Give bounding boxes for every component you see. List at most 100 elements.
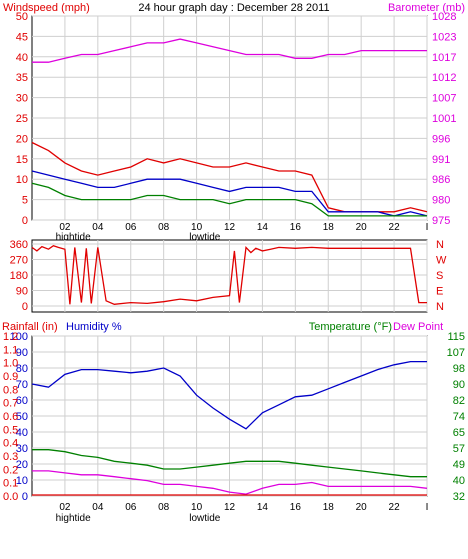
direction-degree-tick: 90 (16, 286, 28, 298)
temperature-line (32, 449, 427, 478)
windspeed-tick: 50 (16, 11, 28, 23)
wind-panel-series (31, 38, 428, 217)
windspeed-tick: 20 (16, 133, 28, 145)
humidity-tick: 90 (16, 347, 28, 359)
x-tick-label: I (426, 502, 429, 513)
direction-degree-tick: 0 (22, 301, 28, 313)
humidity-tick: 40 (16, 427, 28, 439)
x-tick-label: 06 (125, 502, 137, 513)
barometer-tick: 975 (432, 215, 450, 227)
barometer-tick: 991 (432, 154, 450, 166)
x-tick-label: 16 (290, 222, 302, 233)
humidity-tick: 80 (16, 363, 28, 375)
wind-panel-x-tick-labels: 02 04 06 08 10 12 14 16 18 20 22 I (59, 222, 428, 233)
x-tick-label: I (426, 222, 429, 233)
x-tick-label: 22 (389, 222, 401, 233)
x-tick-label: 10 (191, 502, 203, 513)
x-tick-label: 02 (59, 502, 71, 513)
climate-panel-x-tick-labels: 02 04 06 08 10 12 14 16 18 20 22 I (59, 502, 428, 513)
lowtide-label: lowtide (189, 232, 221, 243)
temperature-tick: 32 (453, 491, 465, 503)
windspeed-tick: 0 (22, 215, 28, 227)
temperature-tick: 107 (447, 347, 465, 359)
wind-average-line (31, 170, 428, 217)
barometer-tick-labels: 975 980 986 991 996 1001 1007 1012 1017 1023 1028 (432, 11, 456, 227)
x-tick-label: 14 (257, 222, 269, 233)
windspeed-tick: 35 (16, 72, 28, 84)
humidity-tick-labels: 0 10 20 30 40 50 60 70 80 90 100 (10, 331, 28, 503)
humidity-tick: 0 (22, 491, 28, 503)
temperature-tick: 115 (447, 331, 465, 343)
temperature-tick: 49 (453, 459, 465, 471)
temperature-tick: 90 (453, 379, 465, 391)
hightide-label: hightide (56, 232, 91, 243)
rainfall-tick: 0.0 (3, 491, 18, 503)
humidity-tick: 20 (16, 459, 28, 471)
windspeed-tick: 30 (16, 93, 28, 105)
barometer-tick: 1007 (432, 93, 456, 105)
temperature-tick: 74 (453, 411, 465, 423)
barometer-axis-label: Barometer (mb) (388, 2, 465, 14)
barometer-tick: 980 (432, 195, 450, 207)
barometer-tick: 1012 (432, 72, 456, 84)
barometer-tick: 996 (432, 133, 450, 145)
temperature-tick: 65 (453, 427, 465, 439)
rainfall-tick: 0.9 (3, 371, 18, 383)
humidity-axis-label: Humidity % (66, 321, 122, 333)
rainfall-tick: 0.1 (3, 478, 18, 490)
x-tick-label: 14 (257, 502, 269, 513)
barometer-line (32, 38, 427, 63)
x-tick-label: 16 (290, 502, 302, 513)
wind-panel-grid (32, 15, 428, 221)
windspeed-tick: 45 (16, 31, 28, 43)
windspeed-tick: 15 (16, 154, 28, 166)
dewpoint-axis-label: Dew Point (393, 321, 443, 333)
rainfall-tick: 0.5 (3, 424, 18, 436)
compass-label: W (436, 255, 447, 267)
x-tick-label: 12 (224, 502, 236, 513)
windspeed-axis-label: Windspeed (mph) (3, 2, 90, 14)
barometer-tick: 986 (432, 174, 450, 186)
x-tick-label: 22 (389, 502, 401, 513)
barometer-tick: 1023 (432, 31, 456, 43)
humidity-tick: 30 (16, 443, 28, 455)
humidity-tick: 10 (16, 475, 28, 487)
humidity-tick: 60 (16, 395, 28, 407)
rainfall-tick: 1.2 (3, 331, 18, 343)
wind-low-line (31, 182, 427, 217)
x-tick-label: 04 (92, 222, 104, 233)
direction-degree-tick: 270 (10, 255, 28, 267)
rainfall-tick: 1.0 (3, 358, 18, 370)
temperature-axis-label: Temperature (°F) (309, 321, 392, 333)
windspeed-tick: 25 (16, 113, 28, 125)
rainfall-tick: 1.1 (3, 344, 18, 356)
temperature-tick: 98 (453, 363, 465, 375)
windspeed-tick-labels: 0 5 10 15 20 25 30 35 40 45 50 (16, 11, 28, 227)
barometer-tick: 1028 (432, 11, 456, 23)
humidity-tick: 70 (16, 379, 28, 391)
barometer-tick: 1001 (432, 113, 456, 125)
windspeed-tick: 10 (16, 174, 28, 186)
compass-label: N (436, 239, 444, 251)
rainfall-tick: 0.6 (3, 411, 18, 423)
direction-degree-tick-labels: 0 90 180 270 360 (10, 239, 28, 313)
x-tick-label: 02 (59, 222, 71, 233)
x-tick-label: 12 (224, 222, 236, 233)
rainfall-tick: 0.7 (3, 398, 18, 410)
humidity-tick: 100 (10, 331, 28, 343)
x-tick-label: 10 (191, 222, 203, 233)
rainfall-tick: 0.3 (3, 451, 18, 463)
x-tick-label: 04 (92, 502, 104, 513)
climate-panel-series (31, 360, 428, 496)
windspeed-tick: 5 (22, 195, 28, 207)
direction-degree-tick: 360 (10, 239, 28, 251)
x-tick-label: 08 (158, 222, 170, 233)
x-tick-label: 20 (356, 222, 368, 233)
rainfall-tick-labels: 0.00.1 0.20.30.4 0.50.60.7 0.80.91.0 1.11.2 (3, 331, 18, 503)
x-tick-label: 18 (323, 502, 335, 513)
temperature-tick: 82 (453, 395, 465, 407)
temperature-tick: 40 (453, 475, 465, 487)
